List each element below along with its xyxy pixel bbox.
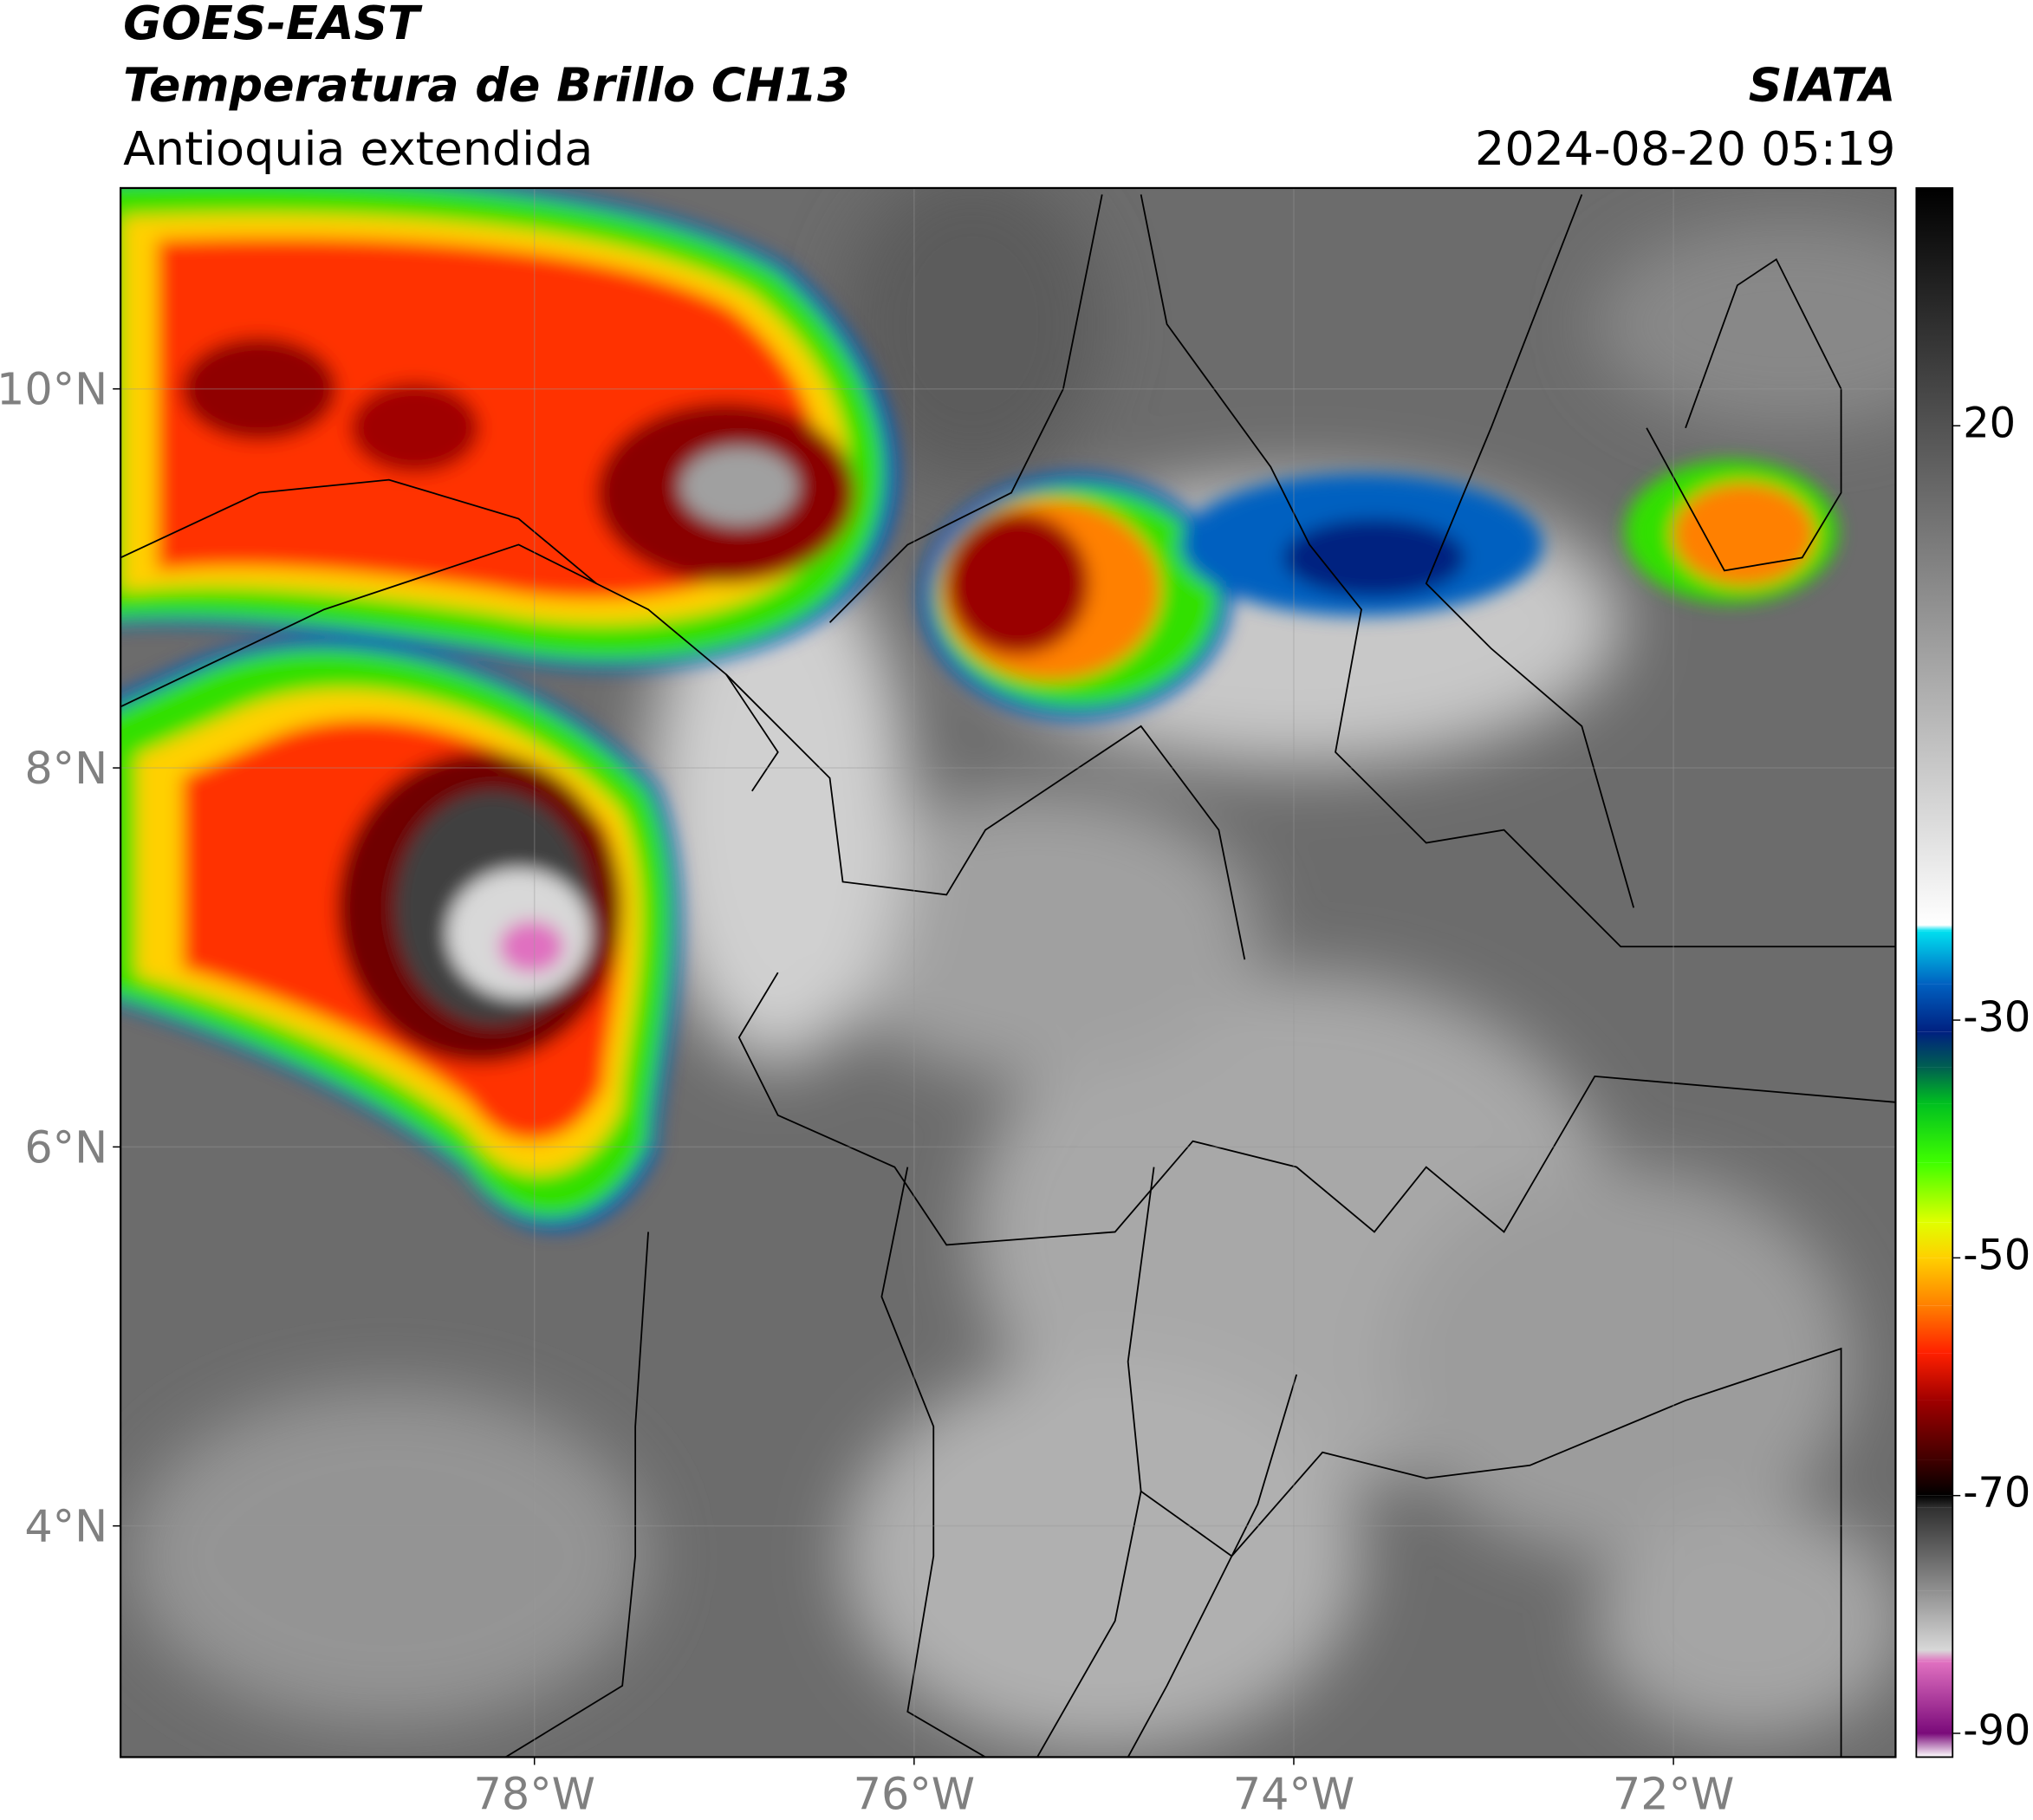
colorbar-segment — [1916, 1162, 1953, 1223]
colorbar-tick-label: -30 — [1963, 994, 2030, 1042]
source: SIATA — [1749, 58, 1896, 113]
borders — [120, 194, 1896, 1758]
x-tick-label: 72°W — [1613, 1768, 1734, 1819]
colorbar-tick-label: 20 — [1963, 400, 2016, 447]
y-tick-label: 4°N — [24, 1501, 107, 1552]
graticule — [120, 187, 1896, 1758]
timestamp: 2024-08-20 05:19 — [1475, 121, 1895, 176]
colorbar-segment — [1916, 984, 1953, 1032]
colorbar-segment — [1916, 1353, 1953, 1401]
storm-center — [920, 473, 1543, 720]
colorbar-segment — [1916, 1305, 1953, 1354]
colorbar-segment — [1916, 1258, 1953, 1306]
region: Antioquia extendida — [123, 121, 593, 176]
subtitle: Temperatura de Brillo CH13 — [123, 58, 849, 113]
colorbar-frame — [1915, 187, 1954, 1758]
y-tick-label: 6°N — [24, 1121, 107, 1173]
map-area — [120, 187, 1896, 1758]
storm-cells — [120, 187, 1838, 1231]
colorbar-tick-label: -90 — [1963, 1707, 2030, 1755]
colorbar-tick-label: -50 — [1963, 1232, 2030, 1279]
colorbar-segment — [1916, 1507, 1953, 1591]
storm-east — [1624, 460, 1838, 603]
colorbar-segment — [1916, 925, 1953, 932]
colorbar-segment — [1916, 1400, 1953, 1460]
colorbar-segment — [1916, 1459, 1953, 1496]
x-tick-label: 76°W — [854, 1768, 975, 1819]
colorbar-segment — [1916, 1661, 1953, 1733]
storm-south — [120, 638, 681, 1231]
x-tick-label: 74°W — [1233, 1768, 1354, 1819]
colorbar-segment — [1916, 1733, 1953, 1758]
colorbar-segment — [1916, 1031, 1953, 1068]
colorbar-segment — [1916, 1590, 1953, 1650]
colorbar-segment — [1916, 1103, 1953, 1163]
y-tick-label: 10°N — [0, 364, 107, 415]
storm-north — [120, 187, 899, 670]
title: GOES-EAST — [123, 0, 423, 50]
colorbar — [1916, 187, 1953, 1758]
colorbar-tick-label: -70 — [1963, 1470, 2030, 1518]
colorbar-segment — [1916, 1649, 1953, 1662]
y-tick-label: 8°N — [24, 743, 107, 794]
colorbar-segment — [1916, 931, 1953, 985]
colorbar-segment — [1916, 1222, 1953, 1258]
x-tick-label: 78°W — [473, 1768, 594, 1819]
colorbar-segment — [1916, 1495, 1953, 1508]
colorbar-segment — [1916, 187, 1953, 926]
map-frame — [120, 186, 1897, 1758]
colorbar-segment — [1916, 1067, 1953, 1104]
